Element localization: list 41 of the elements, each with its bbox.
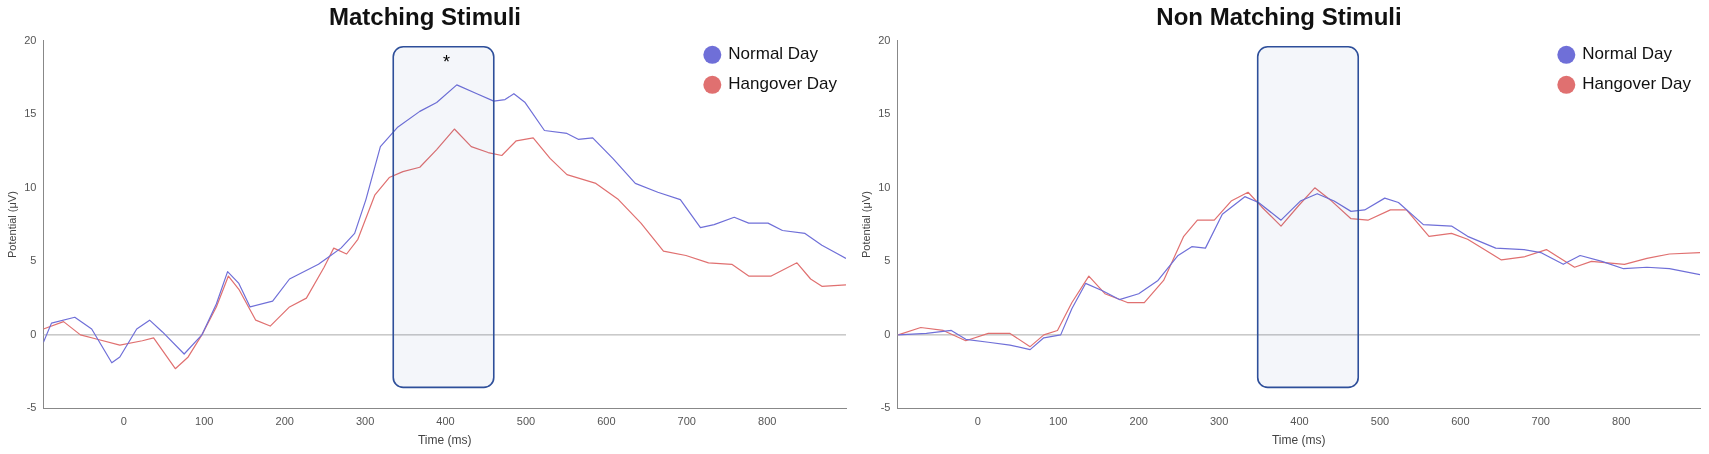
- x-tick-label: 400: [436, 415, 455, 428]
- chart-title: Non Matching Stimuli: [1156, 3, 1402, 31]
- x-tick-label: 600: [597, 415, 616, 428]
- x-tick-label: 500: [516, 415, 536, 428]
- x-tick-label: 200: [1129, 415, 1148, 428]
- x-tick-label: 500: [1370, 415, 1390, 428]
- y-tick-label: 15: [24, 107, 37, 120]
- x-tick-label: 0: [974, 415, 981, 428]
- x-tick-label: 200: [275, 415, 294, 428]
- annotation: *: [443, 51, 451, 72]
- x-tick-label: 800: [758, 415, 777, 428]
- y-tick-label: 20: [878, 33, 891, 46]
- x-axis-title: Time (ms): [1271, 433, 1326, 448]
- legend-label: Hangover Day: [728, 74, 838, 94]
- chart-title: Matching Stimuli: [329, 3, 521, 31]
- x-tick-label: 0: [120, 415, 127, 428]
- x-tick-label: 700: [1531, 415, 1550, 428]
- y-tick-label: -5: [26, 401, 37, 414]
- x-tick-label: 600: [1451, 415, 1470, 428]
- legend-label: Normal Day: [728, 44, 819, 64]
- y-tick-label: 5: [30, 254, 37, 267]
- x-tick-label: 700: [677, 415, 696, 428]
- x-tick-label: 300: [355, 415, 375, 428]
- y-tick-label: 0: [30, 327, 37, 340]
- y-tick-label: 20: [24, 33, 37, 46]
- y-tick-label: 5: [884, 254, 891, 267]
- y-axis-title: Potential (μV): [859, 191, 872, 259]
- x-axis-title: Time (ms): [417, 433, 472, 448]
- y-tick-label: 0: [884, 327, 891, 340]
- y-tick-label: 10: [878, 180, 891, 193]
- legend-label: Hangover Day: [1582, 74, 1692, 94]
- x-tick-label: 300: [1209, 415, 1229, 428]
- x-tick-label: 800: [1612, 415, 1631, 428]
- y-axis-title: Potential (μV): [5, 191, 18, 259]
- y-tick-label: 10: [24, 180, 37, 193]
- x-tick-label: 400: [1290, 415, 1309, 428]
- x-tick-label: 100: [1049, 415, 1068, 428]
- x-tick-label: 100: [195, 415, 214, 428]
- y-tick-label: 15: [878, 107, 891, 120]
- legend-label: Normal Day: [1582, 44, 1673, 64]
- y-tick-label: -5: [880, 401, 891, 414]
